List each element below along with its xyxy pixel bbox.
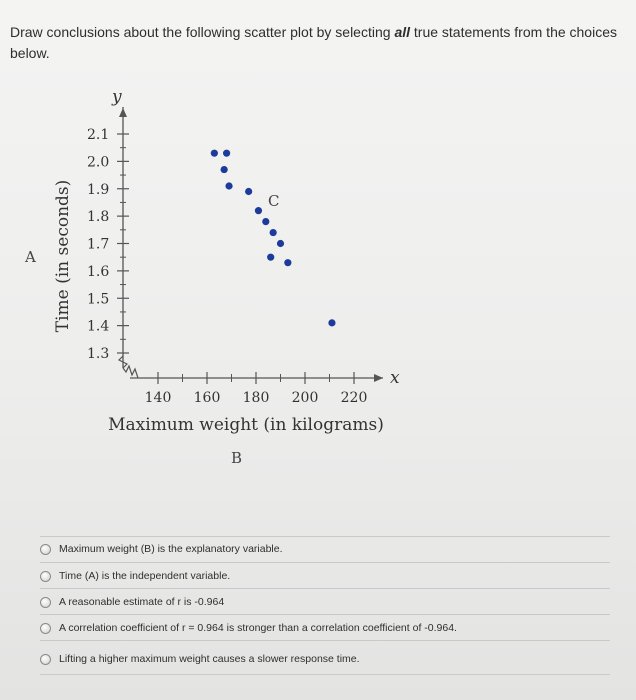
- scatter-point: [220, 165, 228, 174]
- radio-button[interactable]: [40, 570, 51, 582]
- y-tick-label: 2.1: [87, 127, 109, 143]
- y-tick-label: 1.5: [87, 291, 109, 307]
- scatter-point: [267, 253, 275, 261]
- scatter-point: [245, 187, 253, 196]
- prompt-emphasis: all: [394, 24, 411, 40]
- scatter-point: [276, 239, 285, 248]
- divider: [40, 614, 610, 615]
- x-axis-title: Maximum weight (in kilograms): [108, 415, 384, 435]
- y-tick-label: 1.6: [87, 264, 109, 280]
- choice-explanatory-variable[interactable]: Maximum weight (B) is the explanatory va…: [40, 538, 610, 560]
- scatter-point: [223, 149, 231, 157]
- y-tick-label: 1.8: [87, 209, 109, 225]
- scatter-point: [284, 259, 292, 267]
- x-axis-arrow: [374, 374, 383, 382]
- y-tick-label: 1.9: [87, 182, 109, 198]
- y-tick-label: 1.7: [87, 237, 109, 253]
- x-tick-label: 200: [292, 390, 319, 406]
- x-axis-break: [122, 364, 139, 379]
- y-axis-title: Time (in seconds): [53, 180, 73, 333]
- choice-correlation-strength[interactable]: A correlation coefficient of r = 0.964 i…: [40, 617, 610, 639]
- divider: [40, 640, 610, 641]
- choice-label: A correlation coefficient of r = 0.964 i…: [59, 622, 457, 634]
- choice-independent-variable[interactable]: Time (A) is the independent variable.: [40, 565, 610, 587]
- y-axis-arrow: [119, 108, 127, 117]
- scatter-point: [225, 182, 233, 190]
- choice-label: Time (A) is the independent variable.: [59, 570, 231, 582]
- x-tick-label: 160: [194, 390, 221, 406]
- radio-button[interactable]: [40, 622, 51, 634]
- x-tick-label: 180: [243, 390, 270, 406]
- y-tick-label: 1.3: [87, 346, 109, 362]
- y-axis-break: [117, 355, 129, 369]
- choice-causation[interactable]: Lifting a higher maximum weight causes a…: [40, 648, 610, 670]
- scatter-point: [262, 218, 270, 226]
- x-tick-label: 220: [341, 390, 368, 406]
- radio-button[interactable]: [40, 653, 51, 665]
- scatter-point: [269, 228, 277, 237]
- y-tick-label: 1.4: [87, 319, 109, 335]
- choice-label: Maximum weight (B) is the explanatory va…: [59, 543, 283, 555]
- divider: [40, 674, 610, 675]
- question-prompt: Draw conclusions about the following sca…: [10, 22, 630, 64]
- choice-label: A reasonable estimate of r is -0.964: [59, 596, 225, 608]
- scatter-plot: 2.1 2.0 1.9 1.8 1.7 1.6 1.5 1.4 1.3 140 160 180 200…: [24, 87, 400, 467]
- scatter-point: [254, 207, 263, 215]
- scatter-point: [328, 319, 336, 327]
- x-tick-label: 140: [145, 390, 172, 406]
- choice-estimate-r[interactable]: A reasonable estimate of r is -0.964: [40, 591, 610, 613]
- x-axis-letter: x: [390, 368, 400, 388]
- divider: [40, 588, 610, 589]
- y-tick-label: 2.0: [87, 154, 109, 170]
- divider: [40, 562, 610, 563]
- y-axis-letter: y: [111, 87, 122, 107]
- label-a: A: [24, 248, 36, 266]
- label-b: B: [231, 449, 242, 467]
- prompt-text-start: Draw conclusions about the following sca…: [10, 24, 395, 40]
- prompt-text-end: true statements from the choices below.: [10, 24, 617, 61]
- label-c: C: [268, 192, 279, 210]
- radio-button[interactable]: [40, 596, 51, 608]
- scatter-point: [210, 149, 218, 157]
- choice-label: Lifting a higher maximum weight causes a…: [59, 653, 360, 665]
- radio-button[interactable]: [40, 543, 51, 555]
- divider: [40, 536, 610, 537]
